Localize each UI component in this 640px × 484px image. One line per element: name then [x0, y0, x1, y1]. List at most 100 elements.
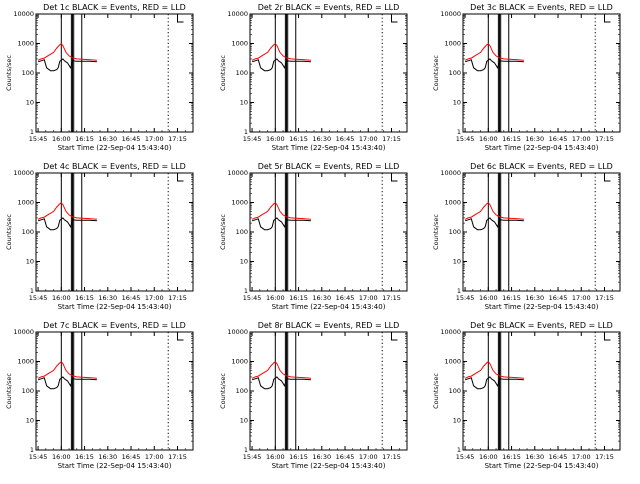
x-tick-label: 16:00 [479, 135, 498, 143]
x-tick-label: 16:15 [502, 453, 521, 461]
x-tick-label: 16:30 [98, 294, 117, 302]
detector-panel-2: Det 2r BLACK = Events, RED = LLD 1 10 100 10… [219, 3, 408, 152]
series-events-line [251, 376, 311, 390]
detector-panel-6: Det 6c BLACK = Events, RED = LLD 1 10 100 10… [432, 162, 621, 311]
x-tick-label: 17:15 [382, 453, 401, 461]
y-axis-label: Counts/sec [5, 214, 13, 250]
panel-title: Det 9c BLACK = Events, RED = LLD [470, 321, 613, 330]
plot-frame [35, 172, 194, 292]
x-axis-label: Start Time (22-Sep-04 15:43:40) [58, 144, 172, 152]
y-tick-label: 1000 [444, 358, 461, 366]
time-bracket-marker [604, 332, 611, 341]
x-tick-label: 15:45 [456, 294, 475, 302]
x-tick-label: 15:45 [456, 453, 475, 461]
detector-panel-1: Det 1c BLACK = Events, RED = LLD 1 10 100 10… [5, 3, 194, 152]
detector-panel-9: Det 9c BLACK = Events, RED = LLD 1 10 100 10… [432, 321, 621, 470]
x-tick-label: 16:45 [122, 294, 141, 302]
x-tick-label: 15:45 [243, 135, 262, 143]
x-axis-label: Start Time (22-Sep-04 15:43:40) [58, 462, 172, 470]
x-tick-label: 17:15 [168, 453, 187, 461]
y-tick-label: 1000 [17, 358, 34, 366]
x-tick-label: 17:15 [595, 294, 614, 302]
x-tick-label: 16:45 [122, 453, 141, 461]
y-axis-label: Counts/sec [5, 55, 13, 91]
panel-title: Det 2r BLACK = Events, RED = LLD [258, 3, 400, 12]
x-tick-label: 16:00 [52, 135, 71, 143]
y-tick-label: 10 [453, 417, 461, 425]
x-tick-label: 17:15 [595, 135, 614, 143]
y-tick-label: 100 [236, 69, 248, 77]
time-bracket-marker [391, 14, 398, 23]
x-tick-label: 16:00 [52, 453, 71, 461]
x-tick-label: 17:00 [359, 453, 378, 461]
panel-title: Det 6c BLACK = Events, RED = LLD [470, 162, 613, 171]
series-events-line [251, 217, 311, 231]
x-tick-label: 16:30 [525, 135, 544, 143]
x-tick-label: 16:30 [98, 453, 117, 461]
y-tick-label: 10000 [13, 169, 34, 177]
time-bracket-marker [391, 332, 398, 341]
series-lld-line [37, 43, 97, 61]
detector-panel-4: Det 4c BLACK = Events, RED = LLD 1 10 100 10… [5, 162, 194, 311]
x-tick-label: 17:00 [572, 453, 591, 461]
x-tick-label: 16:15 [75, 453, 94, 461]
series-events-line [37, 217, 97, 231]
x-tick-label: 16:45 [122, 135, 141, 143]
x-axis-label: Start Time (22-Sep-04 15:43:40) [272, 144, 386, 152]
x-tick-label: 16:00 [266, 294, 285, 302]
y-tick-label: 100 [449, 228, 461, 236]
x-tick-label: 16:45 [336, 453, 355, 461]
y-tick-label: 10 [453, 258, 461, 266]
x-axis-label: Start Time (22-Sep-04 15:43:40) [485, 462, 599, 470]
y-tick-label: 1000 [231, 358, 248, 366]
y-tick-label: 1000 [17, 40, 34, 48]
y-axis-label: Counts/sec [432, 373, 440, 409]
x-tick-label: 17:15 [168, 135, 187, 143]
x-tick-label: 15:45 [29, 294, 48, 302]
x-tick-label: 15:45 [243, 453, 262, 461]
y-tick-label: 100 [449, 69, 461, 77]
y-tick-label: 10 [240, 258, 248, 266]
y-tick-label: 1 [30, 287, 34, 295]
x-tick-label: 16:30 [312, 453, 331, 461]
y-tick-label: 10000 [227, 10, 248, 18]
x-tick-label: 16:15 [289, 453, 308, 461]
y-tick-label: 10 [240, 99, 248, 107]
time-bracket-marker [604, 173, 611, 182]
x-tick-label: 16:30 [525, 294, 544, 302]
y-tick-label: 10000 [440, 328, 461, 336]
x-tick-label: 17:00 [145, 294, 164, 302]
y-tick-label: 1000 [444, 199, 461, 207]
y-axis-label: Counts/sec [432, 214, 440, 250]
x-axis-label: Start Time (22-Sep-04 15:43:40) [58, 303, 172, 311]
x-tick-label: 17:00 [572, 135, 591, 143]
panel-title: Det 4c BLACK = Events, RED = LLD [43, 162, 186, 171]
y-tick-label: 1000 [231, 199, 248, 207]
x-tick-label: 16:15 [289, 135, 308, 143]
x-tick-label: 15:45 [29, 453, 48, 461]
x-tick-label: 15:45 [29, 135, 48, 143]
x-tick-label: 16:30 [98, 135, 117, 143]
series-events-line [464, 58, 524, 72]
x-tick-label: 16:00 [479, 294, 498, 302]
plot-frame [249, 331, 408, 451]
x-tick-label: 15:45 [456, 135, 475, 143]
time-bracket-marker [391, 173, 398, 182]
y-axis-label: Counts/sec [5, 373, 13, 409]
x-axis-label: Start Time (22-Sep-04 15:43:40) [272, 303, 386, 311]
series-lld-line [464, 43, 524, 61]
x-tick-label: 17:15 [382, 294, 401, 302]
series-events-line [464, 217, 524, 231]
panel-title: Det 7c BLACK = Events, RED = LLD [43, 321, 186, 330]
x-tick-label: 16:45 [549, 294, 568, 302]
x-tick-label: 17:00 [572, 294, 591, 302]
panel-title: Det 5r BLACK = Events, RED = LLD [258, 162, 400, 171]
detector-panel-7: Det 7c BLACK = Events, RED = LLD 1 10 100 10… [5, 321, 194, 470]
y-tick-label: 10000 [227, 169, 248, 177]
x-tick-label: 17:15 [168, 294, 187, 302]
x-tick-label: 16:30 [312, 294, 331, 302]
time-bracket-marker [604, 14, 611, 23]
detector-panel-3: Det 3c BLACK = Events, RED = LLD 1 10 100 10… [432, 3, 621, 152]
y-tick-label: 10 [453, 99, 461, 107]
